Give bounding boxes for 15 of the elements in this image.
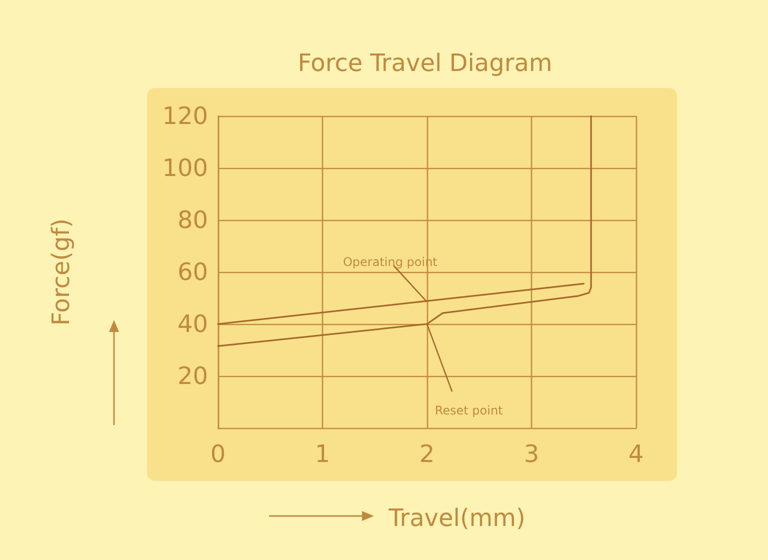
y-tick-label: 20 bbox=[177, 362, 208, 390]
x-tick-label: 0 bbox=[210, 440, 226, 468]
x-tick-label: 4 bbox=[628, 440, 644, 468]
x-tick-label: 2 bbox=[419, 440, 435, 468]
y-tick-label: 100 bbox=[162, 154, 208, 182]
y-tick-label: 80 bbox=[177, 206, 208, 234]
y-tick-label: 120 bbox=[162, 102, 208, 130]
y-tick-label: 40 bbox=[177, 310, 208, 338]
y-axis-title: Force(gf) bbox=[47, 218, 75, 326]
chart-title: Force Travel Diagram bbox=[298, 49, 552, 77]
y-tick-label: 60 bbox=[177, 258, 208, 286]
x-axis-title: Travel(mm) bbox=[388, 504, 526, 532]
x-tick-label: 3 bbox=[524, 440, 540, 468]
annotation: Reset point bbox=[434, 403, 504, 418]
x-tick-label: 1 bbox=[314, 440, 330, 468]
